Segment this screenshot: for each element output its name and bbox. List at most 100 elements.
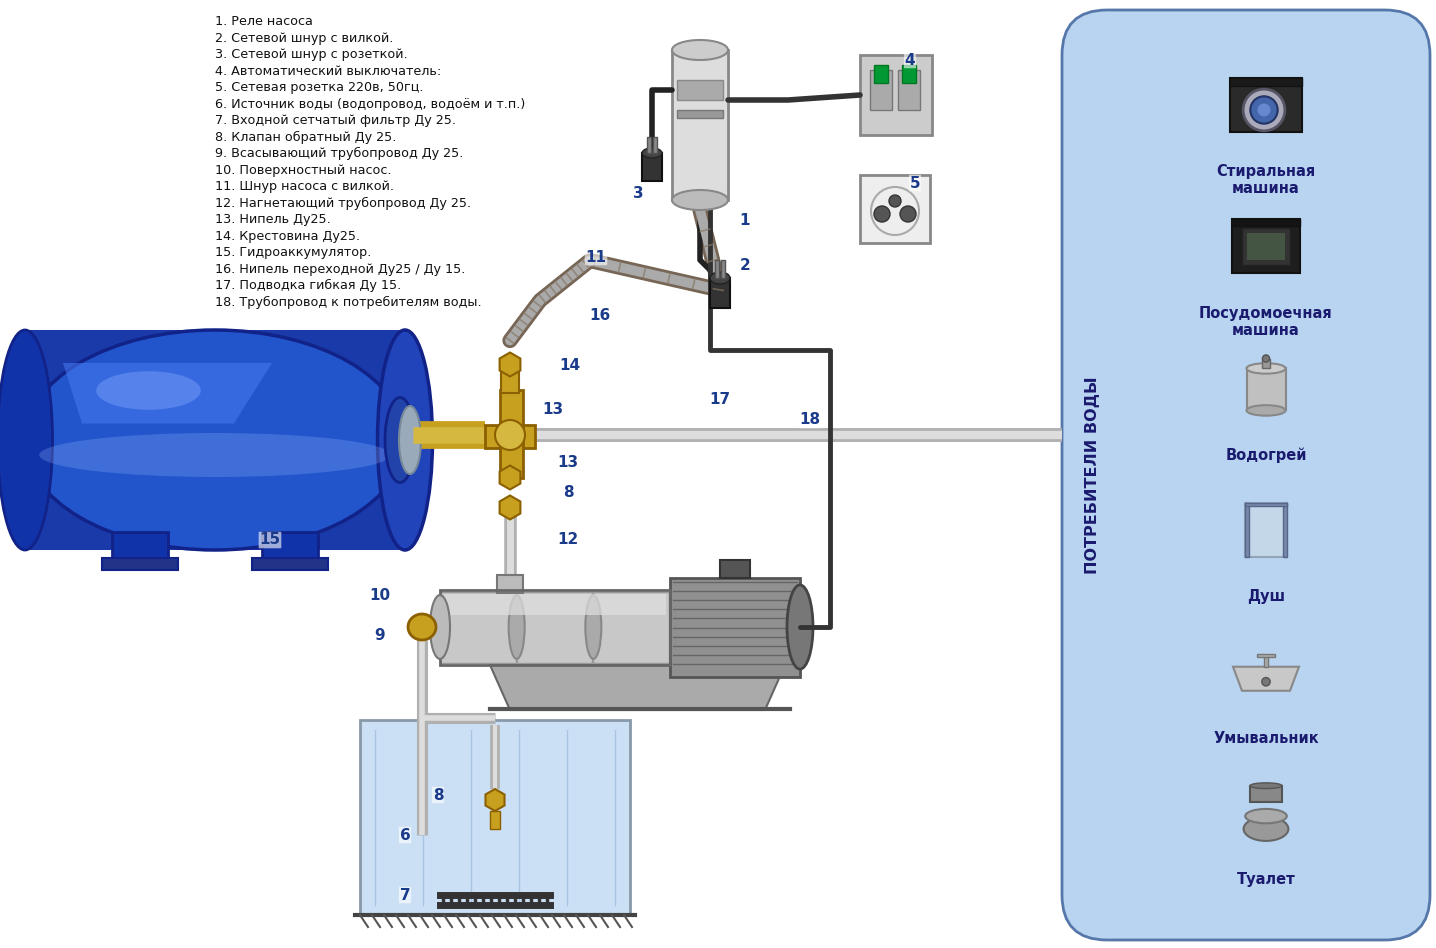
Bar — [1264, 655, 1268, 666]
Ellipse shape — [0, 330, 53, 550]
Ellipse shape — [642, 148, 662, 158]
Ellipse shape — [1244, 817, 1288, 841]
Bar — [1262, 359, 1269, 369]
Bar — [676, 110, 722, 118]
Text: 12. Нагнетающий трубопровод Ду 25.: 12. Нагнетающий трубопровод Ду 25. — [215, 196, 471, 210]
Text: 11: 11 — [586, 249, 606, 264]
Bar — [648, 137, 651, 153]
Bar — [251, 558, 327, 570]
Bar — [1232, 219, 1300, 226]
Ellipse shape — [1246, 363, 1285, 374]
Text: 14. Крестовина Ду25.: 14. Крестовина Ду25. — [215, 229, 360, 243]
Text: 16: 16 — [589, 307, 610, 322]
Text: 15. Гидроаккумулятор.: 15. Гидроаккумулятор. — [215, 246, 372, 259]
Ellipse shape — [672, 190, 728, 210]
Circle shape — [1262, 678, 1271, 686]
Bar — [1245, 502, 1287, 556]
Circle shape — [495, 420, 526, 450]
Text: 7. Входной сетчатый фильтр Ду 25.: 7. Входной сетчатый фильтр Ду 25. — [215, 114, 457, 127]
Bar — [870, 70, 892, 110]
Text: 6: 6 — [399, 828, 411, 843]
Bar — [444, 594, 666, 615]
Text: 15: 15 — [260, 533, 280, 548]
Circle shape — [1258, 103, 1271, 117]
Bar — [1256, 654, 1275, 657]
Text: 9: 9 — [375, 628, 385, 643]
Ellipse shape — [385, 397, 415, 483]
Text: 2. Сетевой шнур с вилкой.: 2. Сетевой шнур с вилкой. — [215, 31, 393, 45]
Text: 8: 8 — [432, 788, 444, 803]
Ellipse shape — [787, 585, 813, 669]
Bar — [676, 80, 722, 100]
Polygon shape — [500, 353, 520, 376]
Text: 13. Нипель Ду25.: 13. Нипель Ду25. — [215, 213, 330, 226]
Bar — [898, 70, 920, 110]
Polygon shape — [1234, 666, 1300, 691]
Text: Душ: Душ — [1246, 589, 1285, 604]
Bar — [642, 153, 662, 181]
Text: Умывальник: Умывальник — [1213, 731, 1318, 746]
Bar — [439, 590, 671, 665]
Text: 4: 4 — [905, 52, 915, 67]
Text: 5: 5 — [909, 175, 920, 191]
Bar — [1231, 78, 1302, 132]
Text: 13: 13 — [557, 454, 579, 469]
Polygon shape — [500, 496, 520, 520]
Polygon shape — [63, 363, 271, 424]
Bar — [500, 390, 523, 478]
Bar — [1231, 78, 1302, 85]
Text: 18. Трубопровод к потребителям воды.: 18. Трубопровод к потребителям воды. — [215, 296, 481, 309]
Text: Посудомоечная
машина: Посудомоечная машина — [1199, 306, 1333, 338]
Text: 1. Реле насоса: 1. Реле насоса — [215, 15, 313, 28]
Bar — [875, 65, 887, 83]
Bar — [860, 55, 932, 135]
Text: 6. Источник воды (водопровод, водоём и т.п.): 6. Источник воды (водопровод, водоём и т… — [215, 98, 526, 111]
Text: 17: 17 — [709, 392, 731, 408]
Bar — [102, 558, 178, 570]
Bar — [485, 425, 536, 448]
Text: 16. Нипель переходной Ду25 / Ду 15.: 16. Нипель переходной Ду25 / Ду 15. — [215, 263, 465, 276]
Text: 18: 18 — [800, 412, 820, 428]
Bar — [1248, 232, 1285, 260]
Text: 13: 13 — [543, 403, 563, 417]
Circle shape — [1251, 97, 1278, 123]
Bar — [719, 560, 750, 578]
Text: 11. Шнур насоса с вилкой.: 11. Шнур насоса с вилкой. — [215, 180, 393, 193]
Bar — [1232, 219, 1300, 273]
Circle shape — [1262, 355, 1269, 362]
Ellipse shape — [508, 595, 524, 659]
Ellipse shape — [429, 595, 449, 659]
Ellipse shape — [586, 595, 602, 659]
Ellipse shape — [39, 433, 391, 477]
Bar — [360, 720, 630, 915]
Bar — [902, 65, 916, 83]
Text: 8: 8 — [563, 484, 573, 500]
Text: 9. Всасывающий трубопровод Ду 25.: 9. Всасывающий трубопровод Ду 25. — [215, 147, 464, 160]
Bar — [721, 260, 725, 278]
Bar — [501, 364, 518, 392]
Text: Водогрей: Водогрей — [1225, 447, 1307, 463]
Text: 1: 1 — [740, 212, 750, 228]
Bar — [593, 592, 669, 663]
Ellipse shape — [24, 330, 405, 550]
Text: 12: 12 — [557, 533, 579, 548]
Ellipse shape — [1246, 405, 1285, 415]
Text: ПОТРЕБИТЕЛИ ВОДЫ: ПОТРЕБИТЕЛИ ВОДЫ — [1084, 376, 1100, 574]
Bar — [112, 532, 168, 560]
Text: 3. Сетевой шнур с розеткой.: 3. Сетевой шнур с розеткой. — [215, 48, 408, 61]
Bar — [1245, 502, 1287, 505]
Text: 3: 3 — [633, 186, 643, 200]
Text: 2: 2 — [740, 258, 751, 272]
Text: 10. Поверхностный насос.: 10. Поверхностный насос. — [215, 163, 392, 176]
Polygon shape — [485, 789, 504, 811]
Bar — [1249, 786, 1282, 802]
Bar — [497, 575, 523, 593]
Bar — [715, 260, 719, 278]
Text: Туалет: Туалет — [1236, 872, 1295, 887]
Bar — [653, 137, 658, 153]
Text: 8. Клапан обратный Ду 25.: 8. Клапан обратный Ду 25. — [215, 131, 396, 143]
Bar — [439, 592, 516, 663]
Bar — [261, 532, 317, 560]
Bar — [671, 578, 800, 677]
Circle shape — [889, 195, 900, 207]
